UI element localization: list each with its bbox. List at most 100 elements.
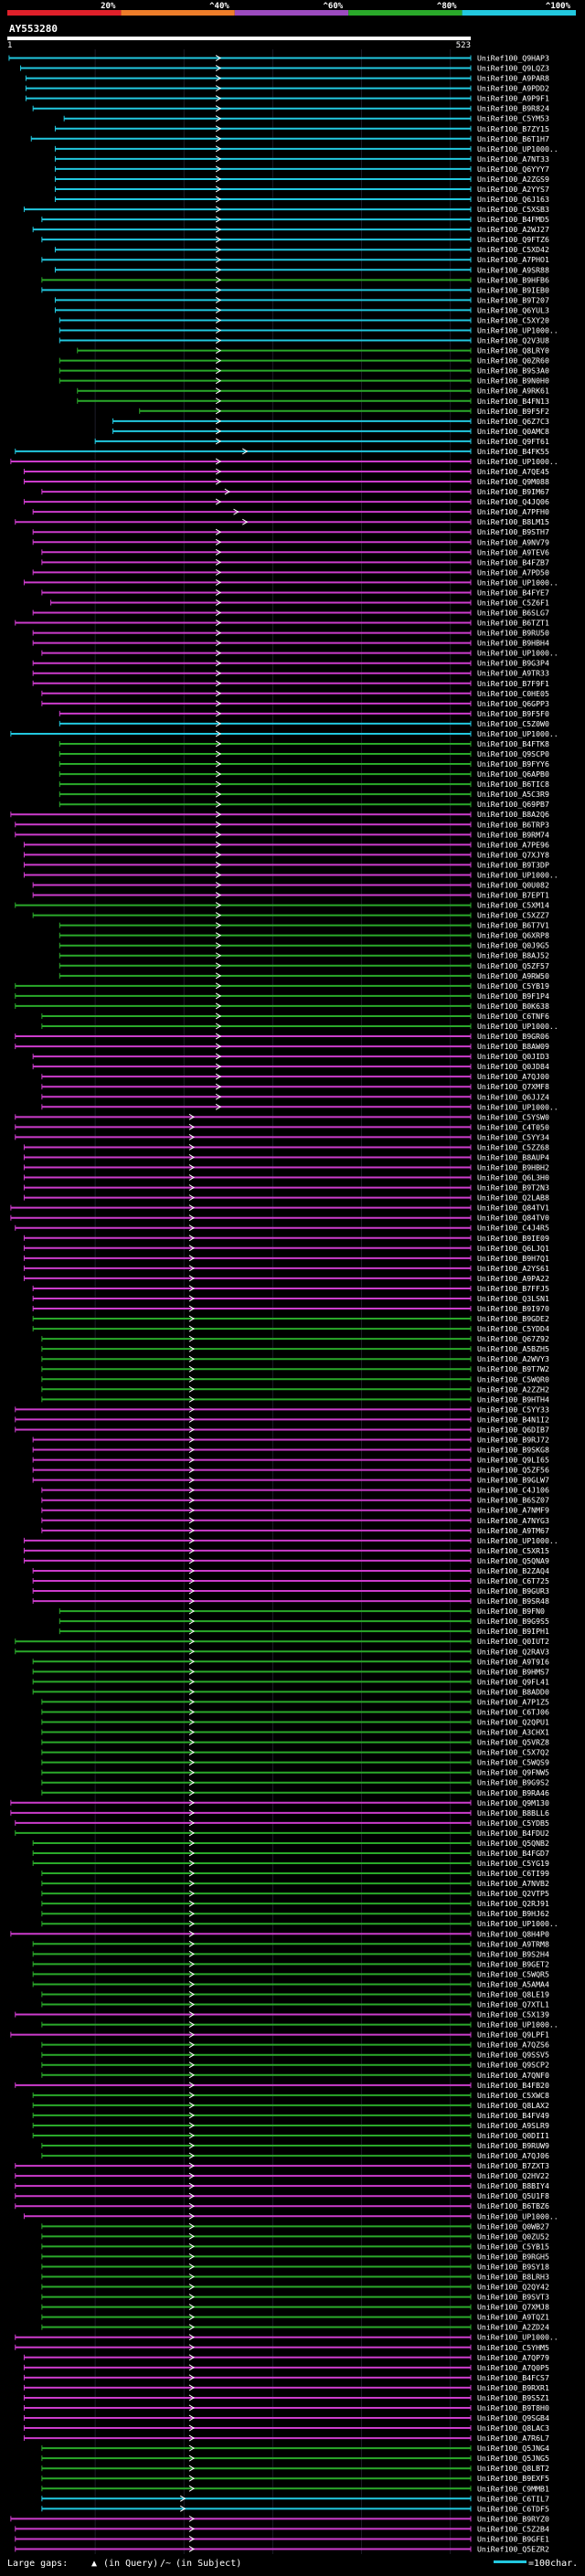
hit-label[interactable]: UniRef100_A9TR33 xyxy=(477,669,549,678)
hit-row[interactable]: UniRef100_Q9HAP3 xyxy=(8,54,549,63)
hit-label[interactable]: UniRef100_A7NMF9 xyxy=(477,1506,549,1515)
hit-label[interactable]: UniRef100_A9RW50 xyxy=(477,971,549,981)
hit-label[interactable]: UniRef100_B8AJ52 xyxy=(477,951,549,960)
hit-row[interactable]: UniRef100_B9SVT3 xyxy=(41,2293,549,2302)
hit-label[interactable]: UniRef100_UP1000.. xyxy=(477,1102,558,1111)
hit-label[interactable]: UniRef100_Q0JID3 xyxy=(477,1052,549,1061)
hit-label[interactable]: UniRef100_UP1000.. xyxy=(477,2333,558,2342)
hit-label[interactable]: UniRef100_B9T207 xyxy=(477,295,549,304)
hit-row[interactable]: UniRef100_Q9SCP2 xyxy=(41,2061,549,2070)
hit-row[interactable]: UniRef100_C5XR15 xyxy=(23,1546,549,1555)
hit-label[interactable]: UniRef100_Q9FTZ6 xyxy=(477,235,549,244)
hit-row[interactable]: UniRef100_Q3LSN1 xyxy=(32,1294,549,1303)
hit-row[interactable]: UniRef100_A9TEV6 xyxy=(41,547,549,557)
hit-label[interactable]: UniRef100_Q9LI65 xyxy=(477,1456,549,1465)
hit-label[interactable]: UniRef100_A2YYS7 xyxy=(477,185,549,194)
hit-label[interactable]: UniRef100_C5YB19 xyxy=(477,981,549,991)
hit-label[interactable]: UniRef100_Q0DII1 xyxy=(477,2131,549,2140)
hit-label[interactable]: UniRef100_A5C3R9 xyxy=(477,790,549,799)
hit-row[interactable]: UniRef100_C5Z6F1 xyxy=(50,598,549,607)
hit-row[interactable]: UniRef100_Q0WB27 xyxy=(41,2221,549,2231)
hit-row[interactable]: UniRef100_A7QJ06 xyxy=(41,2151,549,2160)
hit-label[interactable]: UniRef100_C6TI99 xyxy=(477,1869,549,1878)
hit-label[interactable]: UniRef100_Q9SCP2 xyxy=(477,2061,549,2070)
hit-label[interactable]: UniRef100_UP1000.. xyxy=(477,144,558,154)
hit-label[interactable]: UniRef100_C5Z0W0 xyxy=(477,719,549,728)
hit-label[interactable]: UniRef100_Q6YUL3 xyxy=(477,305,549,314)
hit-label[interactable]: UniRef100_A7PD50 xyxy=(477,567,549,577)
hit-label[interactable]: UniRef100_A5AMA4 xyxy=(477,1979,549,1988)
hit-row[interactable]: UniRef100_B9GET2 xyxy=(32,1959,549,1968)
hit-row[interactable]: UniRef100_Q7XTL1 xyxy=(41,2000,549,2009)
hit-label[interactable]: UniRef100_C6TDF5 xyxy=(477,2504,549,2513)
hit-row[interactable]: UniRef100_C4T050 xyxy=(15,1122,549,1131)
hit-label[interactable]: UniRef100_Q0JD84 xyxy=(477,1062,549,1071)
hit-row[interactable]: UniRef100_B4FTK8 xyxy=(58,739,549,748)
hit-label[interactable]: UniRef100_B6T7V1 xyxy=(477,921,549,930)
hit-row[interactable]: UniRef100_B9T2N3 xyxy=(23,1183,549,1193)
hit-row[interactable]: UniRef100_C5YDB5 xyxy=(15,1818,549,1828)
hit-label[interactable]: UniRef100_Q0WB27 xyxy=(477,2221,549,2231)
hit-label[interactable]: UniRef100_A2WVY3 xyxy=(477,1354,549,1363)
hit-label[interactable]: UniRef100_C6T725 xyxy=(477,1576,549,1585)
hit-label[interactable]: UniRef100_B4FYE7 xyxy=(477,588,549,597)
hit-label[interactable]: UniRef100_Q0U082 xyxy=(477,880,549,889)
hit-label[interactable]: UniRef100_UP1000.. xyxy=(477,1536,558,1545)
hit-label[interactable]: UniRef100_C5XM14 xyxy=(477,901,549,910)
hit-row[interactable]: UniRef100_A7QE45 xyxy=(23,467,549,476)
hit-label[interactable]: UniRef100_B9RUW9 xyxy=(477,2141,549,2150)
hit-row[interactable]: UniRef100_Q9LPF1 xyxy=(10,2030,549,2040)
hit-row[interactable]: UniRef100_Q9SGB4 xyxy=(23,2413,549,2422)
hit-row[interactable]: UniRef100_B4FN13 xyxy=(77,397,549,406)
hit-label[interactable]: UniRef100_B4FZB7 xyxy=(477,557,549,567)
hit-label[interactable]: UniRef100_A2YS61 xyxy=(477,1264,549,1273)
hit-row[interactable]: UniRef100_B6TRP3 xyxy=(15,820,549,829)
hit-row[interactable]: UniRef100_UP1000.. xyxy=(54,144,558,154)
hit-label[interactable]: UniRef100_C5YY33 xyxy=(477,1405,549,1414)
hit-label[interactable]: UniRef100_Q5QNB2 xyxy=(477,1839,549,1848)
hit-row[interactable]: UniRef100_B9RJ72 xyxy=(32,1435,549,1444)
hit-row[interactable]: UniRef100_Q6GPP3 xyxy=(41,699,549,708)
hit-row[interactable]: UniRef100_Q9M130 xyxy=(10,1798,549,1807)
hit-label[interactable]: UniRef100_C5XWC8 xyxy=(477,2091,549,2100)
hit-row[interactable]: UniRef100_UP1000.. xyxy=(23,578,558,587)
hit-label[interactable]: UniRef100_B9T3DP xyxy=(477,860,549,869)
hit-row[interactable]: UniRef100_B7EPT1 xyxy=(32,891,549,900)
hit-label[interactable]: UniRef100_B9HTH4 xyxy=(477,1394,549,1404)
hit-label[interactable]: UniRef100_B9F5F2 xyxy=(477,407,549,416)
hit-label[interactable]: UniRef100_C6TIL7 xyxy=(477,2494,549,2503)
hit-label[interactable]: UniRef100_B9R824 xyxy=(477,104,549,113)
hit-label[interactable]: UniRef100_C5YB15 xyxy=(477,2242,549,2251)
hit-label[interactable]: UniRef100_B9SR48 xyxy=(477,1596,549,1606)
hit-row[interactable]: UniRef100_Q67Z92 xyxy=(41,1334,549,1343)
hit-row[interactable]: UniRef100_B9RXR1 xyxy=(23,2383,549,2392)
hit-row[interactable]: UniRef100_A7QNF0 xyxy=(41,2071,549,2080)
hit-row[interactable]: UniRef100_B9FN0 xyxy=(58,1606,545,1616)
hit-label[interactable]: UniRef100_A7QP79 xyxy=(477,2353,549,2362)
hit-row[interactable]: UniRef100_B9S3A0 xyxy=(58,366,549,376)
hit-row[interactable]: UniRef100_B0K638 xyxy=(15,1002,549,1011)
hit-row[interactable]: UniRef100_B9STH7 xyxy=(32,527,549,536)
hit-label[interactable]: UniRef100_Q7XTL1 xyxy=(477,2000,549,2009)
hit-row[interactable]: UniRef100_B9S5Z1 xyxy=(23,2393,549,2402)
hit-row[interactable]: UniRef100_A2ZGS9 xyxy=(54,175,549,184)
hit-row[interactable]: UniRef100_B9EXF5 xyxy=(41,2474,549,2483)
hit-row[interactable]: UniRef100_B9IPH1 xyxy=(58,1627,549,1636)
hit-label[interactable]: UniRef100_A9RK61 xyxy=(477,387,549,396)
hit-label[interactable]: UniRef100_Q2QPU1 xyxy=(477,1718,549,1727)
hit-row[interactable]: UniRef100_Q9LQZ3 xyxy=(20,64,549,73)
hit-label[interactable]: UniRef100_C5YM53 xyxy=(477,114,549,123)
hit-label[interactable]: UniRef100_B9HJ62 xyxy=(477,1909,549,1918)
hit-label[interactable]: UniRef100_Q6Z7C3 xyxy=(477,417,549,426)
hit-label[interactable]: UniRef100_B9G9S5 xyxy=(477,1617,549,1626)
hit-label[interactable]: UniRef100_B4FGD7 xyxy=(477,1849,549,1858)
hit-row[interactable]: UniRef100_C6TDF5 xyxy=(41,2504,549,2513)
hit-row[interactable]: UniRef100_B6T7V1 xyxy=(58,921,549,930)
hit-row[interactable]: UniRef100_A9PDD2 xyxy=(25,84,549,93)
hit-row[interactable]: UniRef100_B9RM74 xyxy=(15,830,549,839)
hit-label[interactable]: UniRef100_C5X7Q2 xyxy=(477,1748,549,1757)
hit-row[interactable]: UniRef100_A2YS61 xyxy=(23,1264,549,1273)
hit-label[interactable]: UniRef100_C5X139 xyxy=(477,2010,549,2019)
hit-label[interactable]: UniRef100_C4T050 xyxy=(477,1122,549,1131)
hit-label[interactable]: UniRef100_Q5ZF56 xyxy=(477,1466,549,1475)
